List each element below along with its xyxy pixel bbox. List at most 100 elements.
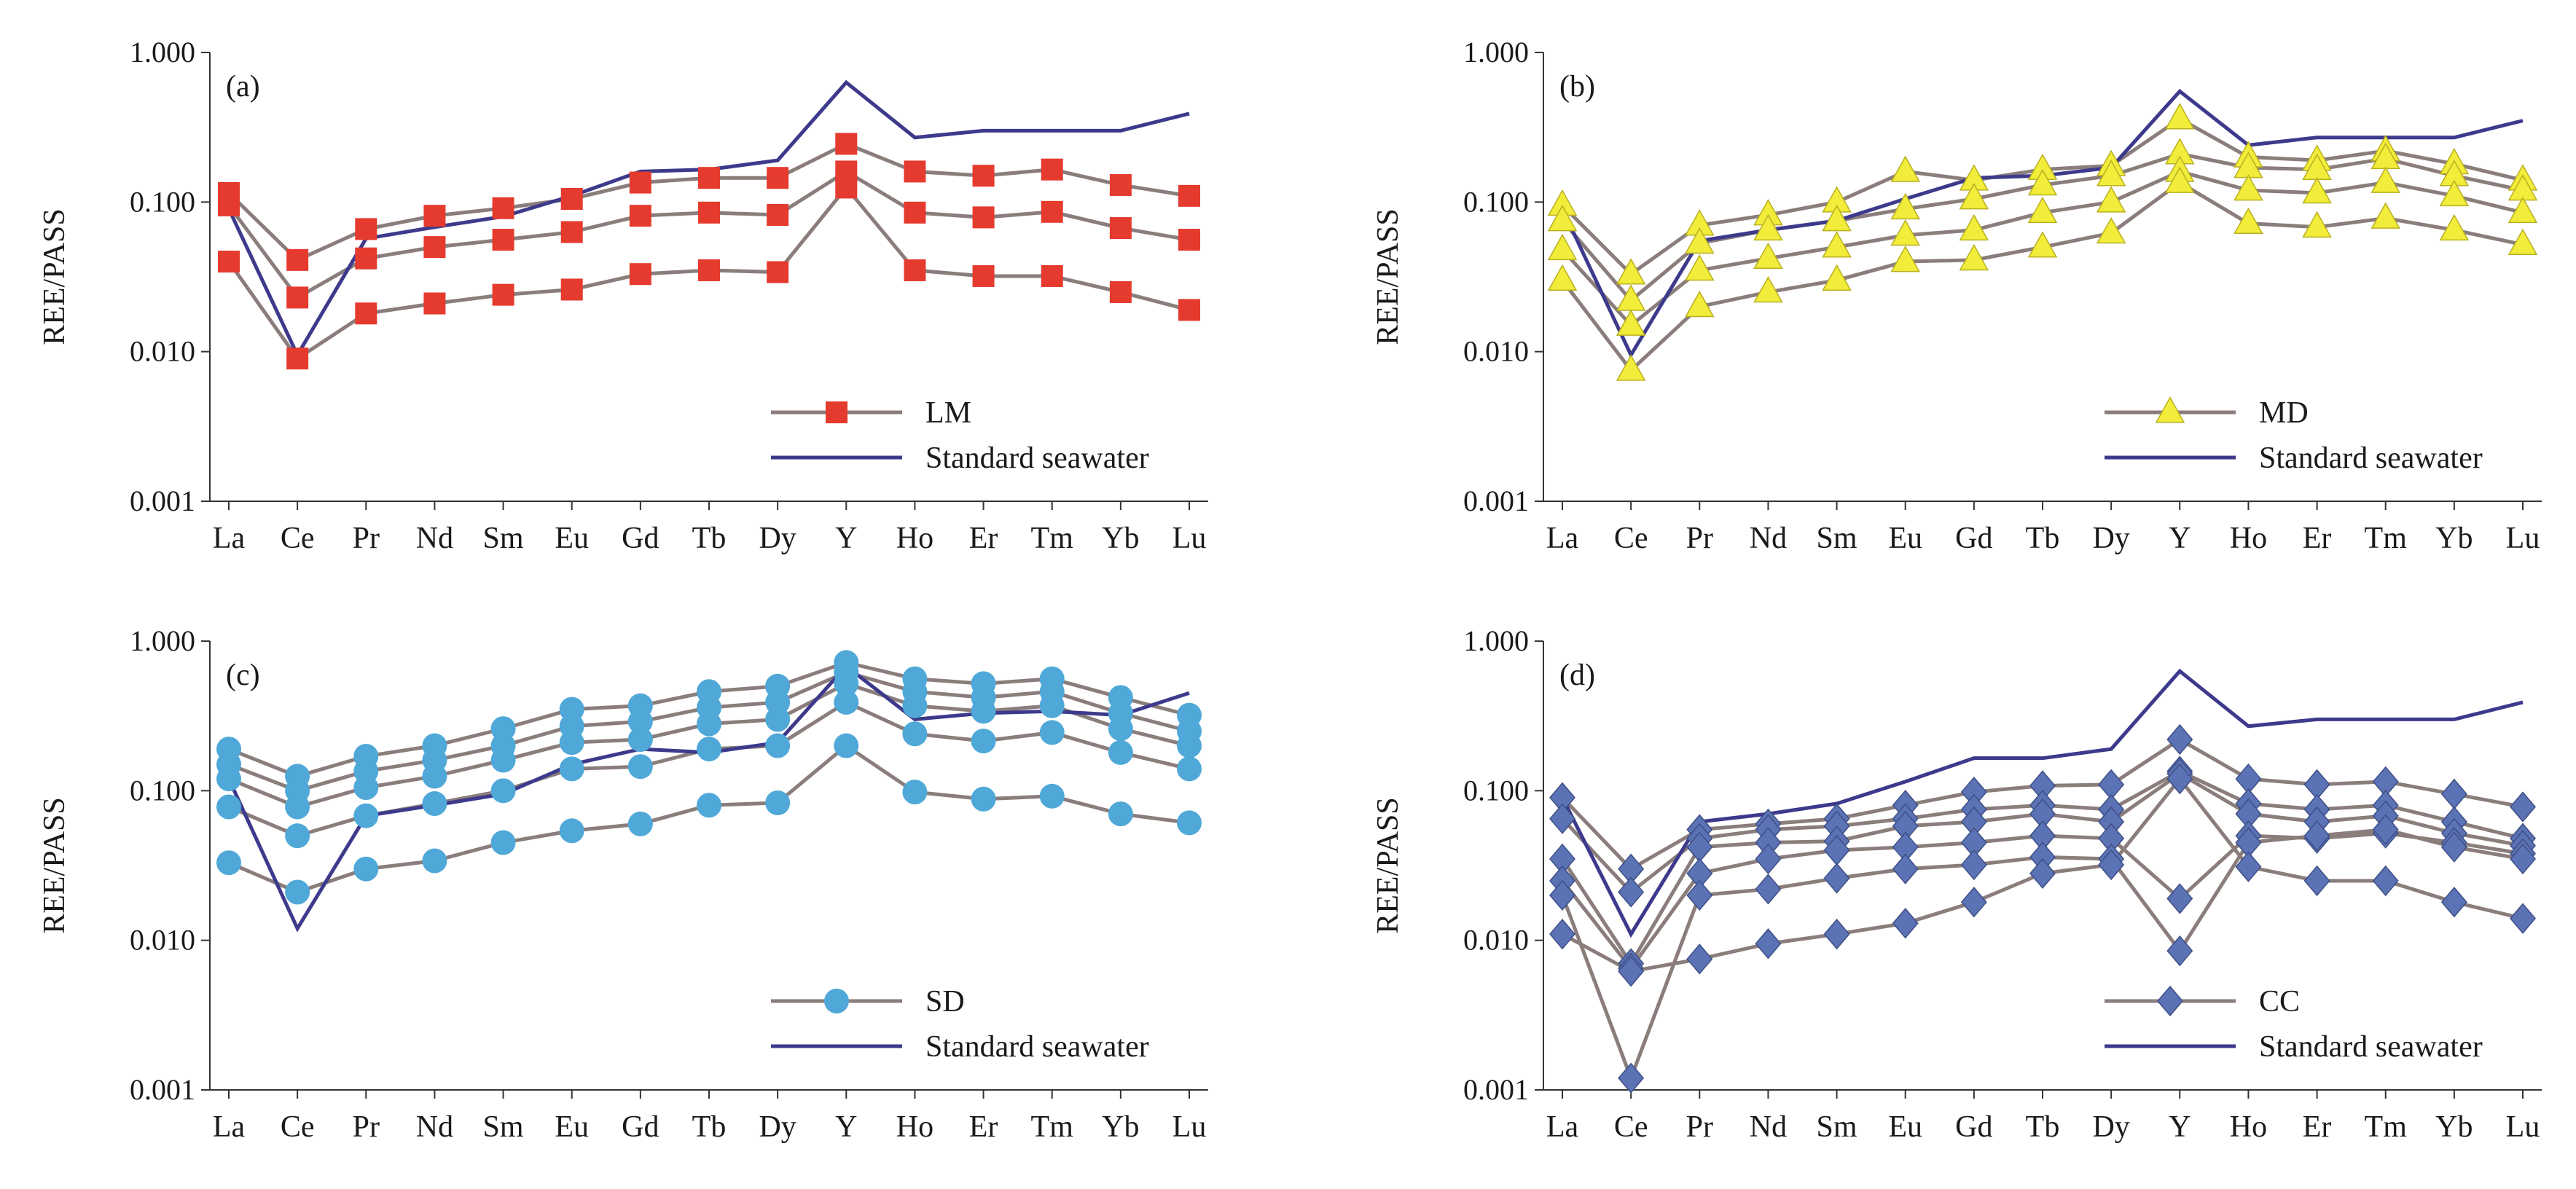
- data-point-Nd: [422, 791, 447, 817]
- data-point-Ho: [904, 201, 926, 224]
- data-point-Dy: [765, 733, 791, 758]
- data-point-Ce: [1616, 258, 1646, 285]
- data-point-Eu: [1892, 853, 1919, 884]
- x-tick-label: Lu: [1172, 522, 1207, 555]
- legend-sample-label: SD: [925, 985, 965, 1019]
- data-point-Eu: [559, 756, 584, 782]
- data-point-Ho: [2234, 174, 2263, 201]
- data-point-La: [218, 251, 240, 273]
- data-point-Yb: [1108, 716, 1133, 742]
- data-point-Y: [2166, 763, 2193, 795]
- x-tick-label: Ho: [896, 522, 933, 555]
- x-tick-label: Ce: [281, 522, 315, 555]
- legend-seawater-label: Standard seawater: [2259, 1030, 2483, 1064]
- x-tick-label: Sm: [483, 522, 524, 555]
- data-point-Tb: [697, 793, 721, 818]
- data-point-Gd: [1959, 183, 1989, 210]
- data-point-Er: [972, 264, 995, 287]
- data-point-Eu: [559, 818, 584, 844]
- data-point-Gd: [629, 171, 651, 194]
- data-point-Ce: [286, 286, 309, 309]
- data-point-Eu: [1892, 908, 1919, 939]
- data-point-Eu: [559, 730, 584, 756]
- x-tick-label: Tb: [2026, 522, 2060, 555]
- data-point-Yb: [2440, 887, 2467, 918]
- legend-sample-marker: [2155, 396, 2185, 423]
- x-tick-label: Sm: [1817, 522, 1857, 555]
- data-point-Ho: [904, 160, 926, 183]
- data-point-Tm: [2371, 202, 2400, 229]
- data-point-Tm: [1041, 200, 1063, 223]
- data-point-Lu: [1177, 756, 1202, 782]
- data-point-Y: [834, 671, 859, 696]
- y-tick-label: 0.001: [130, 484, 195, 517]
- data-point-Gd: [1959, 243, 1989, 271]
- data-point-Eu: [560, 187, 583, 210]
- data-point-Nd: [1753, 242, 1783, 270]
- x-tick-label: Er: [969, 1110, 998, 1144]
- x-tick-label: Dy: [2092, 1110, 2129, 1144]
- data-point-Er: [972, 206, 995, 229]
- x-tick-label: Er: [2303, 522, 2332, 555]
- data-point-Ce: [285, 794, 310, 820]
- y-tick-label: 0.001: [130, 1073, 195, 1106]
- data-point-Ho: [902, 693, 928, 718]
- x-tick-label: Ce: [1614, 522, 1648, 555]
- data-point-Tm: [1041, 158, 1063, 181]
- data-point-Nd: [423, 292, 446, 315]
- y-axis-label: REE/PASS: [1371, 208, 1405, 345]
- y-tick-label: 0.100: [1463, 774, 1529, 807]
- data-point-Eu: [1890, 192, 1920, 220]
- legend-seawater-label: Standard seawater: [925, 1030, 1149, 1064]
- data-point-Lu: [2510, 903, 2536, 934]
- data-point-Y: [834, 689, 859, 715]
- data-point-Gd: [627, 727, 653, 753]
- data-point-Eu: [1890, 219, 1920, 246]
- x-tick-label: Pr: [353, 1110, 380, 1144]
- data-point-Er: [2303, 865, 2330, 897]
- data-point-Ho: [904, 259, 926, 281]
- data-point-Dy: [2096, 217, 2126, 244]
- data-point-Ce: [1618, 1062, 1645, 1094]
- data-point-Sm: [490, 778, 516, 804]
- data-point-Tb: [698, 201, 720, 224]
- data-point-Ce: [1616, 354, 1646, 381]
- x-tick-label: Lu: [2506, 522, 2540, 555]
- x-tick-label: Pr: [353, 522, 380, 555]
- data-point-Nd: [423, 236, 446, 259]
- data-point-Tb: [2027, 231, 2058, 258]
- data-point-Tb: [698, 259, 720, 281]
- x-tick-label: Tm: [2365, 522, 2408, 555]
- data-point-Gd: [629, 205, 651, 227]
- data-point-Sm: [1822, 205, 1852, 232]
- y-tick-label: 0.100: [1463, 185, 1529, 218]
- data-point-Nd: [1755, 874, 1782, 905]
- x-tick-label: Yb: [2435, 1110, 2473, 1144]
- data-point-Pr: [353, 774, 379, 800]
- data-point-Er: [2303, 820, 2330, 852]
- x-tick-label: Nd: [416, 1110, 453, 1144]
- data-point-Tb: [2027, 168, 2058, 196]
- data-point-Er: [971, 729, 996, 754]
- data-point-La: [1547, 264, 1578, 291]
- x-tick-label: Gd: [1955, 1110, 1992, 1144]
- data-point-Lu: [1177, 810, 1202, 836]
- x-tick-label: Tm: [1031, 1110, 1074, 1144]
- x-tick-label: Lu: [2506, 1110, 2540, 1144]
- data-point-Pr: [1686, 879, 1713, 911]
- legend-seawater-label: Standard seawater: [925, 442, 1149, 475]
- data-point-Sm: [490, 830, 516, 855]
- x-tick-label: Eu: [555, 522, 589, 555]
- x-tick-label: Nd: [1750, 1110, 1787, 1144]
- panel-label: (d): [1559, 659, 1595, 692]
- data-point-Sm: [492, 283, 514, 306]
- x-tick-label: Dy: [759, 522, 796, 555]
- data-point-Dy: [767, 167, 789, 189]
- data-point-Pr: [1686, 943, 1713, 975]
- data-point-Yb: [1108, 739, 1133, 765]
- data-point-Lu: [2510, 791, 2536, 823]
- data-point-Dy: [765, 689, 791, 715]
- y-axis-label: REE/PASS: [1371, 797, 1405, 934]
- panel-a: 0.001 0.010 0.100 1.000 REE/PASS La Ce Pr Nd Sm Eu…: [38, 36, 1208, 555]
- y-axis-label: REE/PASS: [38, 797, 71, 934]
